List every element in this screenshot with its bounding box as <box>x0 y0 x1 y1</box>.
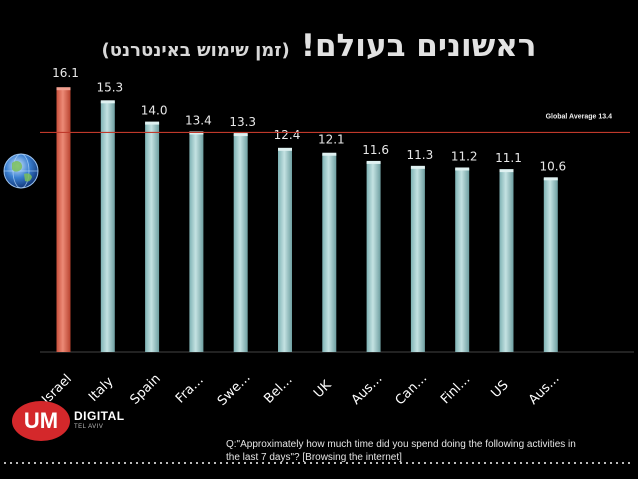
value-label-4: 13.4 <box>185 113 212 127</box>
logo-um: UM <box>12 401 70 441</box>
category-label-3: Spain <box>127 371 163 407</box>
bar-cap-11 <box>499 169 514 173</box>
category-label-10: Finl… <box>438 372 473 407</box>
value-label-5: 13.3 <box>229 115 256 129</box>
bar-cap-9 <box>410 165 425 169</box>
title-main: ראשונים בעולם! <box>300 28 537 64</box>
bar-10 <box>455 168 470 352</box>
bar-11 <box>499 170 514 352</box>
value-label-1: 16.1 <box>52 66 79 80</box>
value-label-2: 15.3 <box>96 80 123 94</box>
bar-12 <box>543 178 558 352</box>
value-label-10: 11.2 <box>451 149 478 163</box>
bar-cap-1 <box>56 87 71 91</box>
globe-icon <box>3 153 39 189</box>
value-label-7: 12.1 <box>318 133 345 147</box>
value-label-8: 11.6 <box>362 143 389 157</box>
bar-7 <box>322 153 337 352</box>
bar-cap-7 <box>322 152 337 156</box>
bar-cap-8 <box>366 160 381 164</box>
bar-6 <box>278 148 292 352</box>
category-label-6: Bel… <box>261 372 295 406</box>
category-label-9: Can… <box>393 371 431 409</box>
footnote-line-2: the last 7 days"? [Browsing the internet… <box>226 452 402 463</box>
survey-question-footnote: Q:"Approximately how much time did you s… <box>226 438 626 464</box>
bar-cap-2 <box>100 100 115 104</box>
bar-9 <box>410 166 425 352</box>
category-label-8: Aus… <box>349 371 386 408</box>
category-label-12: Aus… <box>526 371 563 408</box>
bar-4 <box>189 132 204 352</box>
um-digital-logo: UM DIGITAL TEL AVIV <box>12 397 125 445</box>
footnote-line-1: Q:"Approximately how much time did you s… <box>226 439 576 450</box>
bar-cap-6 <box>278 147 292 151</box>
logo-digital: DIGITAL <box>74 409 125 423</box>
value-label-12: 10.6 <box>539 159 566 173</box>
bar-cap-3 <box>145 121 160 125</box>
bar-5 <box>233 134 248 352</box>
value-label-3: 14.0 <box>141 104 168 118</box>
bar-cap-10 <box>455 167 470 171</box>
value-label-9: 11.3 <box>407 148 434 162</box>
category-label-11: US <box>488 378 511 401</box>
chart-title: ראשונים בעולם! (זמן שימוש באינטרנט) <box>0 28 638 64</box>
bar-cap-12 <box>543 177 558 181</box>
category-label-4: Fra… <box>173 373 207 407</box>
logo-city: TEL AVIV <box>74 424 104 430</box>
global-average-label: Global Average 13.4 <box>546 113 613 120</box>
bar-cap-5 <box>233 133 248 137</box>
value-label-6: 12.4 <box>274 128 301 142</box>
plot-area <box>40 80 634 352</box>
bar-2 <box>100 101 115 352</box>
category-label-7: UK <box>311 378 335 402</box>
bar-3 <box>145 122 160 352</box>
bar-1 <box>56 88 71 352</box>
bar-8 <box>366 161 381 352</box>
category-label-5: Swe… <box>215 370 254 409</box>
value-label-11: 11.1 <box>495 151 522 165</box>
title-subtitle: (זמן שימוש באינטרנט) <box>101 40 290 61</box>
dotted-divider <box>4 462 634 464</box>
